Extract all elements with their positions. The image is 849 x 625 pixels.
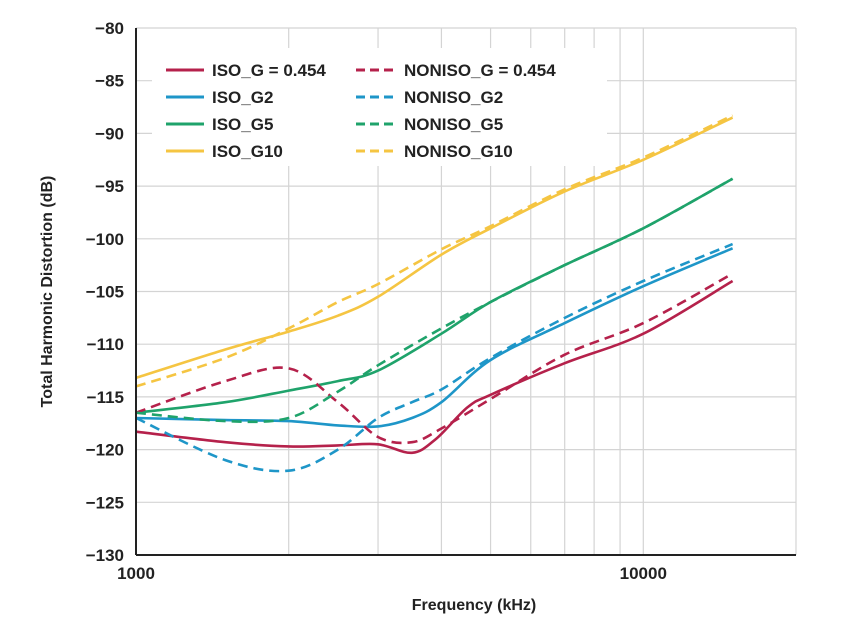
y-tick-label: −100 xyxy=(86,230,124,249)
legend-label-iso-g2: ISO_G2 xyxy=(212,88,273,107)
legend-label-iso-g5: ISO_G5 xyxy=(212,115,273,134)
legend-label-noniso-g10: NONISO_G10 xyxy=(404,142,513,161)
legend-label-noniso-g2: NONISO_G2 xyxy=(404,88,503,107)
legend: ISO_G = 0.454 ISO_G2 ISO_G5 ISO_G10 NONISO_G… xyxy=(152,48,607,166)
legend-label-noniso-g-0-454: NONISO_G = 0.454 xyxy=(404,61,556,80)
y-tick-label: −90 xyxy=(95,124,124,143)
axes xyxy=(135,28,796,556)
x-tick-label: 1000 xyxy=(117,564,155,583)
series-line-noniso-g-0-454 xyxy=(135,272,734,445)
y-tick-label: −95 xyxy=(95,177,124,196)
y-tick-label: −115 xyxy=(87,388,124,407)
legend-label-iso-g10: ISO_G10 xyxy=(212,142,283,161)
y-tick-label: −105 xyxy=(86,283,124,302)
legend-label-noniso-g5: NONISO_G5 xyxy=(404,115,503,134)
series-lines xyxy=(135,114,734,473)
legend-box xyxy=(152,48,607,166)
series-line-iso-g-0-454 xyxy=(135,279,734,455)
series-line-noniso-g2 xyxy=(135,242,734,473)
series-line-iso-g10 xyxy=(135,116,734,380)
y-tick-label: −80 xyxy=(95,19,124,38)
series-line-noniso-g5 xyxy=(135,177,734,424)
y-tick-label: −130 xyxy=(86,546,124,565)
y-tick-label: −110 xyxy=(87,335,124,354)
y-tick-label: −85 xyxy=(95,72,124,91)
x-tick-label: 10000 xyxy=(620,564,667,583)
legend-label-iso-g-0-454: ISO_G = 0.454 xyxy=(212,61,326,80)
y-tick-label: −125 xyxy=(86,493,124,512)
x-axis-title: Frequency (kHz) xyxy=(412,597,536,614)
tick-labels: −80 −85 −90 −95 −100 −105 −110 −115 −120 −125 −130… xyxy=(86,19,667,583)
y-axis-title: Total Harmonic Distortion (dB) xyxy=(39,176,56,408)
y-tick-label: −120 xyxy=(86,441,124,460)
series-line-noniso-g10 xyxy=(135,114,734,388)
